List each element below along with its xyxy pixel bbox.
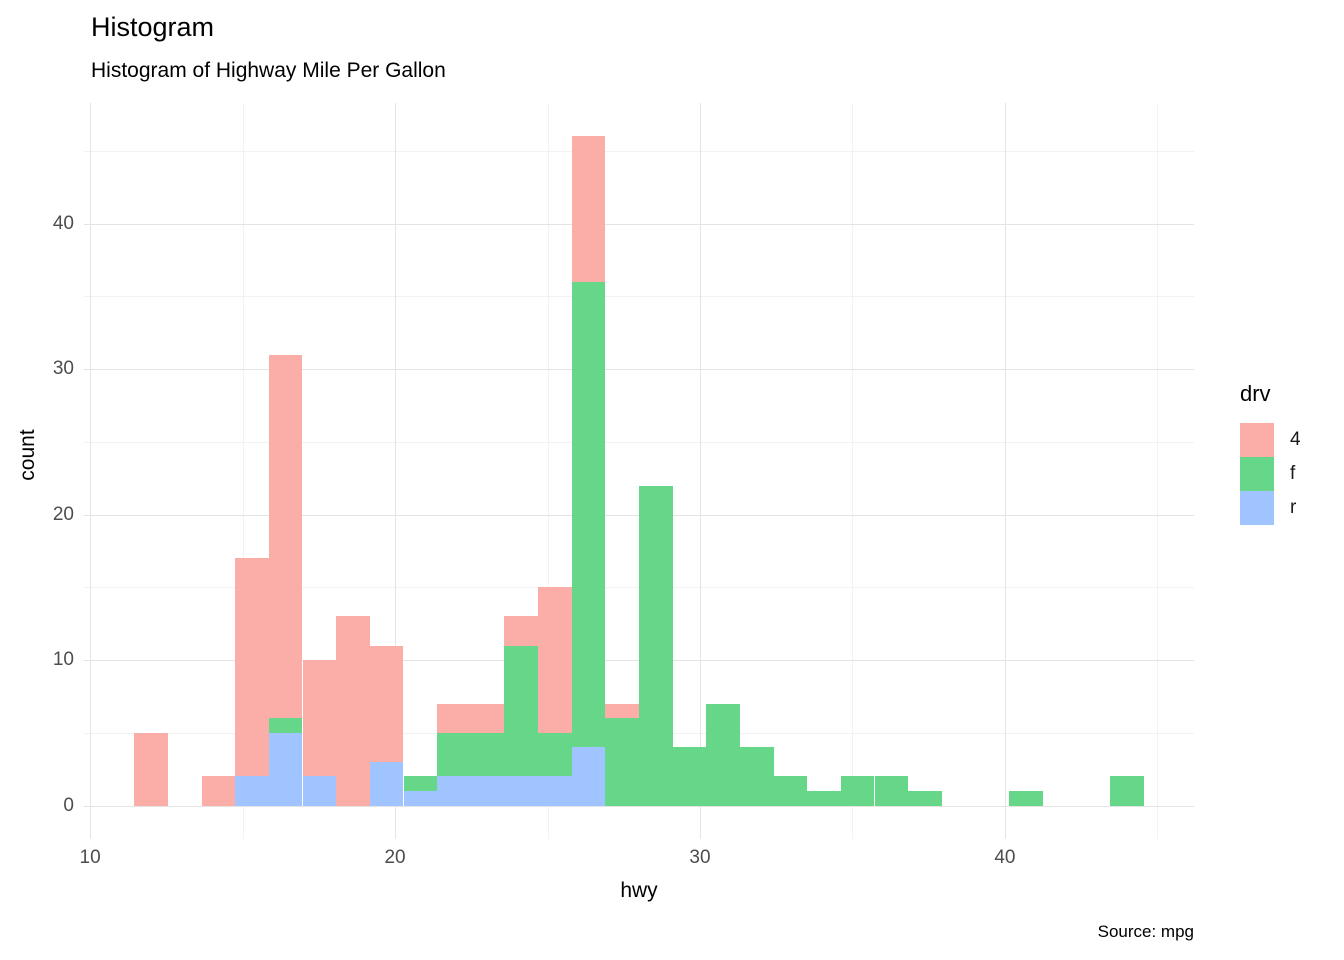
legend-swatch [1240, 423, 1274, 457]
gridline-x-major [90, 103, 92, 839]
histogram-bar-segment-f [605, 718, 639, 806]
histogram-bar-segment-4 [303, 660, 336, 777]
legend-key-f: f [1240, 457, 1301, 491]
histogram-bar-segment-r [370, 761, 403, 806]
histogram-bar-segment-r [269, 732, 302, 806]
histogram-bar-segment-f [572, 281, 605, 748]
gridline-x-minor [1157, 103, 1159, 839]
histogram-bar-segment-4 [134, 732, 168, 806]
histogram-bar-segment-r [303, 776, 336, 806]
y-tick-label: 40 [52, 212, 74, 234]
gridline-y-major [84, 805, 1194, 807]
y-tick-label: 0 [63, 794, 74, 816]
gridline-x-minor [852, 103, 854, 839]
histogram-bar-segment-r [504, 776, 538, 806]
histogram-bar-segment-f [774, 776, 807, 806]
histogram-bar-segment-r [404, 791, 437, 806]
histogram-bar-segment-f [908, 791, 942, 806]
legend-swatch [1240, 457, 1274, 491]
legend-label: r [1290, 497, 1297, 518]
histogram-bar-segment-4 [202, 776, 235, 806]
histogram-bar-segment-f [404, 776, 437, 791]
histogram-bar-segment-f [504, 645, 538, 777]
histogram-bar-segment-f [673, 747, 706, 806]
histogram-bar-segment-f [471, 732, 504, 777]
histogram-bar-segment-f [875, 776, 908, 806]
histogram-bar-segment-4 [471, 703, 504, 733]
histogram-bar-segment-f [841, 776, 874, 806]
histogram-bar-segment-4 [235, 558, 269, 777]
gridline-x-major [699, 103, 701, 839]
histogram-bar-segment-r [572, 747, 605, 806]
gridline-y-minor [84, 441, 1194, 443]
histogram-bar-segment-4 [538, 587, 572, 733]
histogram-bar-segment-4 [572, 136, 605, 282]
histogram-bar-segment-r [235, 776, 269, 806]
legend-key-r: r [1240, 491, 1301, 525]
histogram-bar-segment-f [706, 703, 740, 806]
plot-subtitle: Histogram of Highway Mile Per Gallon [91, 59, 446, 82]
legend-label: f [1290, 463, 1296, 484]
y-tick-label: 30 [52, 358, 74, 380]
histogram-bar-segment-4 [370, 645, 403, 762]
histogram-bar-segment-4 [269, 354, 302, 719]
plot-panel [84, 103, 1194, 839]
histogram-bar-segment-f [1009, 791, 1043, 806]
x-tick-label: 20 [384, 847, 406, 868]
gridline-x-major [395, 103, 397, 839]
y-tick-label: 20 [52, 503, 74, 525]
gridline-y-minor [84, 151, 1194, 152]
histogram-bar-segment-4 [437, 703, 471, 733]
plot-title: Histogram [91, 12, 215, 42]
x-tick-label: 40 [994, 847, 1016, 868]
source-caption: Source: mpg [1097, 922, 1194, 941]
histogram-bar-segment-r [538, 776, 572, 806]
legend-label: 4 [1290, 429, 1301, 450]
gridline-x-major [1004, 103, 1006, 839]
histogram-bar-segment-f [538, 732, 572, 777]
gridline-y-major [84, 369, 1194, 371]
legend-swatch [1240, 491, 1274, 525]
histogram-bar-segment-f [269, 718, 302, 733]
histogram-bar-segment-r [437, 776, 471, 806]
histogram-bar-segment-4 [605, 703, 639, 719]
histogram-bar-segment-4 [336, 616, 370, 806]
histogram-bar-segment-f [639, 485, 673, 806]
histogram-bar-segment-f [807, 791, 841, 806]
legend: drv 4 f r [1240, 381, 1301, 525]
histogram-bar-segment-f [740, 747, 774, 806]
x-tick-label: 10 [79, 847, 101, 868]
gridline-y-minor [84, 296, 1194, 298]
legend-title: drv [1240, 381, 1271, 406]
gridline-x-minor [242, 103, 244, 839]
gridline-x-minor [547, 103, 549, 839]
x-tick-label: 30 [689, 847, 711, 868]
legend-key-4: 4 [1240, 423, 1301, 457]
histogram-bar-segment-f [1110, 776, 1144, 806]
gridline-y-major [84, 223, 1194, 225]
histogram-bar-segment-f [437, 732, 471, 777]
y-tick-label: 10 [52, 649, 74, 671]
histogram-bar-segment-4 [504, 616, 538, 646]
histogram-bar-segment-r [471, 776, 504, 806]
x-axis-title: hwy [620, 879, 658, 902]
y-axis-title: count [16, 429, 39, 481]
